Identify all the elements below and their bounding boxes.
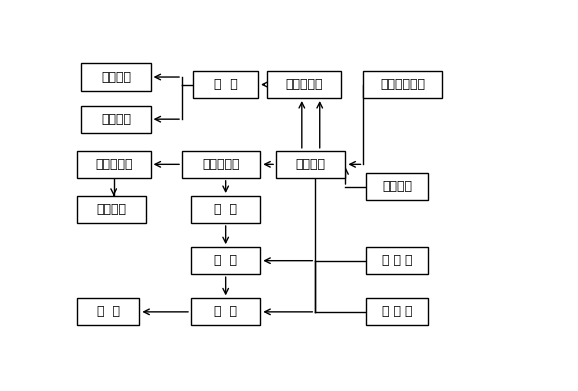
Text: 成  品: 成 品 <box>97 305 120 318</box>
Text: 副产盐酸: 副产盐酸 <box>97 203 127 216</box>
Text: 催 化 剂: 催 化 剂 <box>381 254 412 267</box>
FancyBboxPatch shape <box>193 71 258 98</box>
FancyBboxPatch shape <box>191 247 260 274</box>
Text: 副产硫酰氯: 副产硫酰氯 <box>286 78 323 91</box>
Text: 精  馏: 精 馏 <box>214 305 237 318</box>
FancyBboxPatch shape <box>364 71 442 98</box>
FancyBboxPatch shape <box>77 196 146 223</box>
Text: 三氧化硫: 三氧化硫 <box>382 180 412 194</box>
Text: 除 氟 剂: 除 氟 剂 <box>381 305 412 318</box>
FancyBboxPatch shape <box>77 298 139 325</box>
FancyBboxPatch shape <box>81 106 151 133</box>
FancyBboxPatch shape <box>81 63 151 91</box>
FancyBboxPatch shape <box>191 298 260 325</box>
Text: 水喷淋吸收: 水喷淋吸收 <box>202 158 240 171</box>
FancyBboxPatch shape <box>366 247 428 274</box>
Text: 粗  品: 粗 品 <box>214 203 237 216</box>
Text: 除  氟: 除 氟 <box>214 254 237 267</box>
Text: 二氟四氯乙烷: 二氟四氯乙烷 <box>380 78 425 91</box>
Text: 水  解: 水 解 <box>214 78 238 91</box>
FancyBboxPatch shape <box>366 298 428 325</box>
FancyBboxPatch shape <box>267 71 341 98</box>
FancyBboxPatch shape <box>77 151 151 178</box>
Text: 副产盐酸: 副产盐酸 <box>101 70 131 84</box>
FancyBboxPatch shape <box>182 151 260 178</box>
Text: 副产硫酸: 副产硫酸 <box>101 113 131 126</box>
Text: 氧化反应: 氧化反应 <box>296 158 326 171</box>
Text: 尾气水吸收: 尾气水吸收 <box>95 158 132 171</box>
FancyBboxPatch shape <box>366 173 428 201</box>
FancyBboxPatch shape <box>276 151 346 178</box>
FancyBboxPatch shape <box>191 196 260 223</box>
